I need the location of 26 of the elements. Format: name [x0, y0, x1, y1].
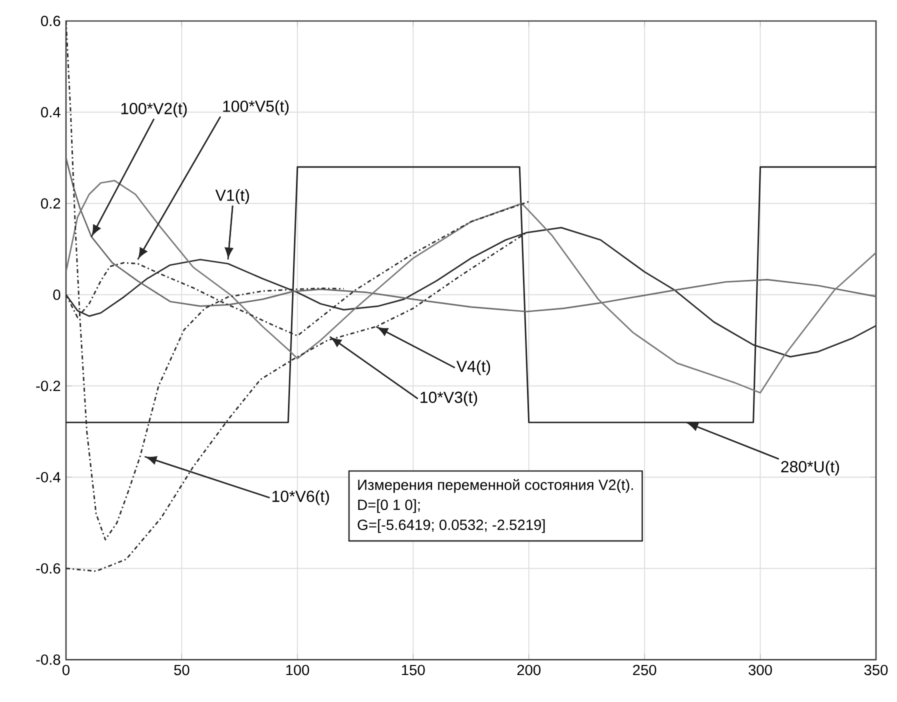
annotation: V1(t) — [215, 189, 249, 204]
annotation: 100*V5(t) — [223, 100, 289, 116]
x-tick-label: 300 — [748, 665, 772, 676]
annotation: 10*V6(t) — [272, 490, 329, 506]
annotation: 100*V2(t) — [121, 102, 187, 118]
annotation: G=[-5.6419; 0.0532; -2.5219] — [358, 519, 545, 534]
annotation: D=[0 1 0]; — [358, 499, 420, 514]
y-tick-label: 0.6 — [41, 16, 60, 26]
y-tick-label: -0.4 — [36, 472, 60, 483]
x-tick-label: 250 — [633, 665, 656, 676]
x-tick-label: 0 — [62, 665, 70, 676]
annotation: 10*V3(t) — [420, 391, 478, 406]
y-tick-label: -0.6 — [36, 563, 60, 574]
annotation: Измерения переменной состояния V2(t). — [358, 479, 633, 494]
x-tick-label: 100 — [286, 665, 310, 676]
x-tick-label: 350 — [864, 665, 888, 676]
y-tick-label: 0.2 — [41, 198, 60, 209]
x-tick-label: 200 — [517, 665, 540, 676]
y-tick-label: 0.4 — [41, 107, 60, 118]
y-tick-label: -0.2 — [36, 380, 60, 392]
x-tick-label: 150 — [402, 665, 425, 676]
x-tick-label: 50 — [174, 665, 190, 676]
annotation: 280*U(t) — [781, 460, 839, 476]
annotation: V4(t) — [456, 360, 490, 376]
y-tick-label: 0 — [53, 290, 60, 300]
y-tick-label: -0.8 — [36, 654, 60, 666]
